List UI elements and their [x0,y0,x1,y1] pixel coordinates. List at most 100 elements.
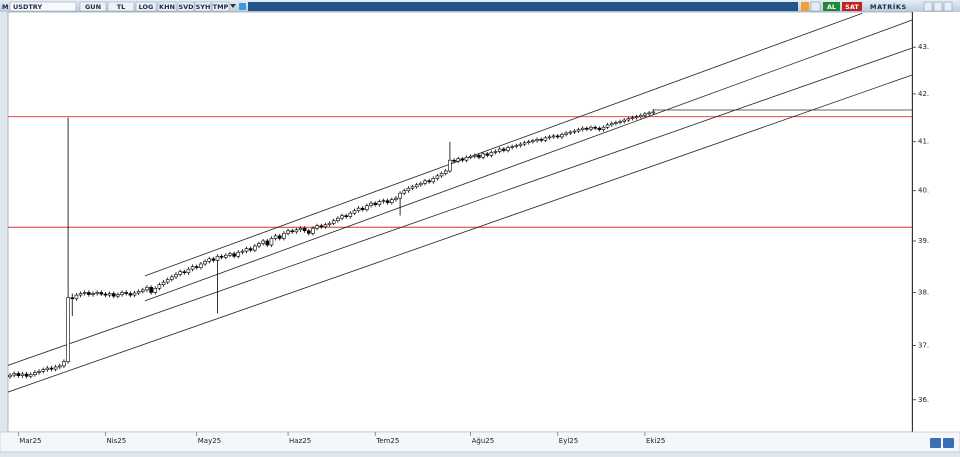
toolbar-button[interactable] [135,1,157,12]
candle-body [506,147,510,151]
toolbar-button-label[interactable]: GUN [85,3,101,11]
zoom-button[interactable] [943,438,954,448]
candle-body [74,294,79,300]
candle-body [493,151,498,153]
trend-line [8,47,912,366]
toolbar-button-label[interactable]: TL [117,3,126,11]
candle-body [560,134,564,138]
candle-body [174,273,178,278]
candle-body [531,140,535,143]
close-icon[interactable] [943,1,953,12]
toolbar-button[interactable] [79,1,107,12]
minimize-icon[interactable] [923,1,933,12]
candle-body [290,230,295,233]
candle-body [547,136,552,139]
candle-body [352,210,357,214]
toolbar-button-label[interactable]: TMP [213,3,229,11]
candle-body [62,361,66,367]
toolbar-button-label[interactable]: LOG [139,3,154,11]
brand: MATRİKS [870,2,907,11]
candle-body [423,180,427,184]
x-tick-label: Ağu25 [472,437,495,445]
y-tick-label: 41. [918,138,929,146]
toolbar-button-label[interactable]: KHN [159,3,175,11]
candle-body [336,217,340,222]
candle-body [348,212,353,217]
candle-body [261,240,265,244]
symbol-box[interactable] [9,1,77,12]
candle-body [203,261,207,265]
candle-body [282,233,286,239]
candle-body [20,373,25,376]
x-axis-panel [0,431,960,453]
refresh-icon[interactable] [810,1,821,12]
candle-body [207,258,211,262]
candle-body [37,371,41,373]
candle-body [385,200,390,203]
candle-body [539,139,544,141]
toolbar-button[interactable] [211,1,230,12]
candle-body [145,286,149,291]
candle-body [170,276,174,280]
candle-body [614,122,618,124]
plot-area [7,11,913,433]
trend-line [144,19,912,302]
candle-body [526,141,531,144]
candle-body [128,293,133,296]
buy-label[interactable]: AL [827,3,836,11]
candle-body [194,266,199,268]
sell-button[interactable] [842,2,862,11]
toolbar-button[interactable] [177,1,195,12]
buy-button[interactable] [823,2,840,11]
candle-body [555,135,560,138]
candle-body [448,159,452,172]
candle-body [49,367,54,370]
candle-body [224,254,228,258]
candle-body [485,153,490,156]
toolbar-button[interactable] [194,1,212,12]
y-tick-label: 36. [918,396,929,404]
candle-body [141,289,145,292]
candle-body [132,292,137,296]
candle-body [45,367,50,370]
candle-body [634,116,639,119]
candle-body [431,178,436,183]
candle-body [232,253,236,257]
candle-body [236,251,241,257]
y-tick-label: 39. [918,237,929,245]
candle-body [472,155,477,157]
candle-body [319,225,324,228]
candle-body [57,365,62,368]
x-tick-label: Eki25 [646,437,665,445]
dropdown-arrow[interactable] [230,4,236,8]
candle-body [340,215,344,219]
candle-body [111,293,116,297]
candle-body [460,158,465,161]
candle-body [402,190,407,194]
toolbar-button[interactable] [157,1,177,12]
tool-icon[interactable] [801,2,809,11]
toolbar-button-label[interactable]: SVD [178,3,194,11]
candle-body [311,227,315,234]
candle-body [443,170,448,174]
candle-body [219,255,224,258]
candle-body [410,186,415,189]
x-tick-label: May25 [198,437,221,445]
scroll-button[interactable] [930,438,941,448]
candle-body [190,266,195,270]
candle-body [626,118,631,121]
candle-body [356,207,361,211]
candle-body [70,297,75,300]
candle-body [87,292,91,295]
twitter-icon[interactable] [239,3,246,10]
maximize-icon[interactable] [933,1,943,12]
candle-body [365,205,369,210]
candle-body [182,271,187,274]
sell-label[interactable]: SAT [845,3,859,11]
toolbar-button-label[interactable]: SYH [196,3,211,11]
candle-body [406,187,411,192]
candle-body [228,253,232,256]
symbol: USDTRY [13,3,42,11]
toolbar-button[interactable] [107,1,135,12]
